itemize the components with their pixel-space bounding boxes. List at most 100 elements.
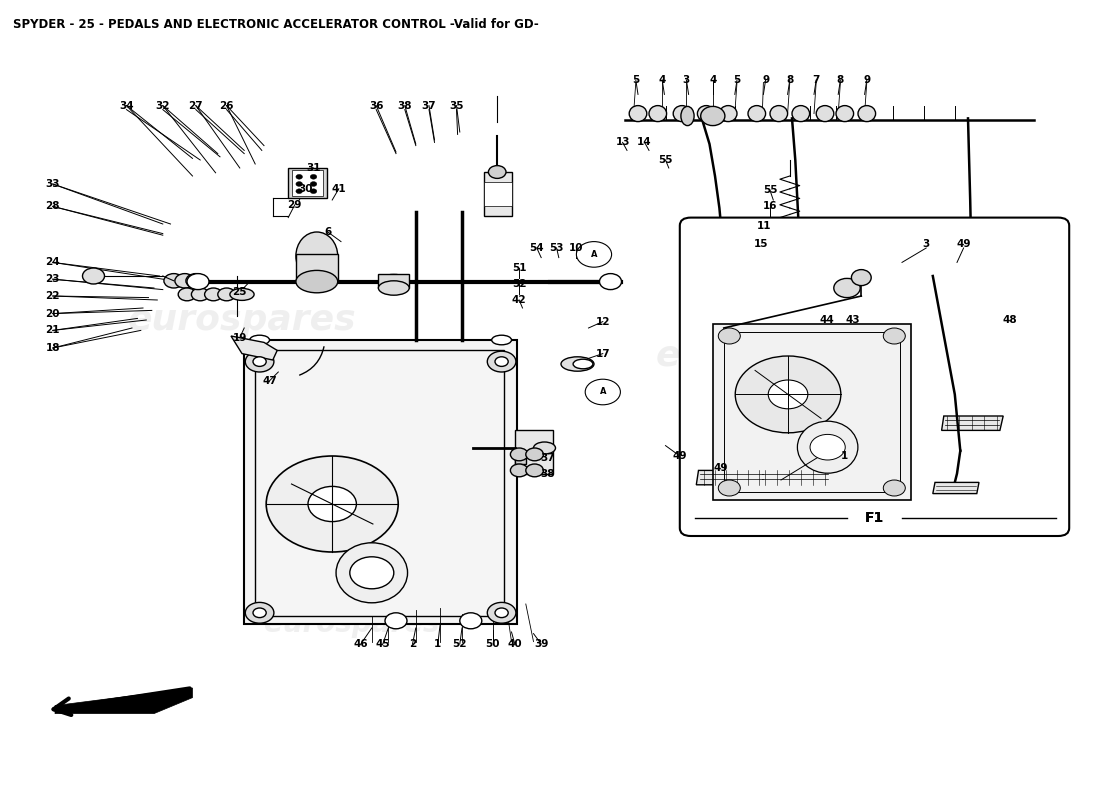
Text: 53: 53 <box>549 243 564 253</box>
Ellipse shape <box>492 335 512 345</box>
Text: 23: 23 <box>45 274 60 284</box>
Bar <box>296 254 338 282</box>
Circle shape <box>576 242 612 267</box>
Circle shape <box>296 182 303 186</box>
Ellipse shape <box>573 359 593 369</box>
Text: 13: 13 <box>615 138 630 147</box>
Text: 4: 4 <box>659 75 666 85</box>
Circle shape <box>600 274 621 290</box>
Text: 15: 15 <box>754 239 769 249</box>
Ellipse shape <box>770 106 788 122</box>
Bar <box>515 454 526 464</box>
Text: 49: 49 <box>956 239 971 249</box>
Text: 51: 51 <box>512 263 527 273</box>
Circle shape <box>488 166 506 178</box>
Text: 47: 47 <box>262 376 277 386</box>
Polygon shape <box>231 336 277 360</box>
Circle shape <box>245 351 274 372</box>
Text: 25: 25 <box>232 287 248 297</box>
FancyBboxPatch shape <box>680 218 1069 536</box>
Circle shape <box>526 464 543 477</box>
Bar <box>484 182 512 206</box>
Ellipse shape <box>296 270 338 293</box>
Ellipse shape <box>673 106 691 122</box>
Circle shape <box>218 288 235 301</box>
Text: 7: 7 <box>813 75 820 85</box>
Text: 27: 27 <box>188 101 204 110</box>
Circle shape <box>768 380 807 409</box>
Text: 37: 37 <box>421 101 437 110</box>
Text: 12: 12 <box>595 317 610 326</box>
Text: 9: 9 <box>762 75 769 85</box>
Bar <box>515 430 553 474</box>
Text: 22: 22 <box>45 291 60 301</box>
Text: 20: 20 <box>45 309 60 318</box>
Bar <box>292 170 323 196</box>
Text: 38: 38 <box>540 469 556 478</box>
Circle shape <box>310 174 317 179</box>
Bar <box>378 274 409 288</box>
Circle shape <box>883 328 905 344</box>
Polygon shape <box>933 482 979 494</box>
Polygon shape <box>696 470 768 485</box>
Text: 32: 32 <box>155 101 170 110</box>
Text: 50: 50 <box>485 639 501 649</box>
Circle shape <box>735 356 840 433</box>
Text: 31: 31 <box>306 163 321 173</box>
Text: 8: 8 <box>837 75 844 85</box>
Ellipse shape <box>378 274 409 289</box>
Text: 17: 17 <box>595 349 610 358</box>
Circle shape <box>510 464 528 477</box>
Text: A: A <box>591 250 597 259</box>
Text: 19: 19 <box>232 333 248 342</box>
Text: eurospares: eurospares <box>128 303 356 337</box>
Text: 48: 48 <box>1002 315 1018 325</box>
Text: 1: 1 <box>434 639 441 649</box>
Text: 5: 5 <box>734 75 740 85</box>
Ellipse shape <box>851 270 871 286</box>
Ellipse shape <box>697 106 715 122</box>
Circle shape <box>310 182 317 186</box>
Circle shape <box>350 557 394 589</box>
Bar <box>713 324 911 500</box>
Ellipse shape <box>681 106 694 126</box>
Text: 9: 9 <box>864 75 870 85</box>
Ellipse shape <box>816 106 834 122</box>
Text: 16: 16 <box>762 202 778 211</box>
Text: 52: 52 <box>512 279 527 289</box>
Circle shape <box>718 480 740 496</box>
Ellipse shape <box>561 357 594 371</box>
Circle shape <box>296 189 303 194</box>
Text: 33: 33 <box>45 179 60 189</box>
Text: 44: 44 <box>820 315 835 325</box>
Text: 21: 21 <box>45 326 60 335</box>
Bar <box>484 172 512 216</box>
Text: 30: 30 <box>298 184 314 194</box>
Text: 6: 6 <box>324 227 331 237</box>
Ellipse shape <box>768 254 790 274</box>
Text: 35: 35 <box>449 101 464 110</box>
Ellipse shape <box>337 542 407 603</box>
Ellipse shape <box>798 421 858 473</box>
Text: 37: 37 <box>540 453 556 462</box>
Ellipse shape <box>296 232 338 280</box>
Circle shape <box>883 480 905 496</box>
Polygon shape <box>942 416 1003 430</box>
Text: 49: 49 <box>672 451 688 461</box>
Circle shape <box>460 613 482 629</box>
Circle shape <box>495 608 508 618</box>
Text: 46: 46 <box>353 639 369 649</box>
Circle shape <box>487 602 516 623</box>
Text: 45: 45 <box>375 639 390 649</box>
Text: 34: 34 <box>119 101 134 110</box>
Ellipse shape <box>748 106 766 122</box>
Text: 24: 24 <box>45 258 60 267</box>
Bar <box>724 332 900 492</box>
Text: A: A <box>600 387 606 397</box>
Text: 36: 36 <box>368 101 384 110</box>
Text: 38: 38 <box>397 101 412 110</box>
Circle shape <box>310 189 317 194</box>
Ellipse shape <box>534 442 556 454</box>
Text: eurospares: eurospares <box>264 610 440 638</box>
Ellipse shape <box>836 106 854 122</box>
